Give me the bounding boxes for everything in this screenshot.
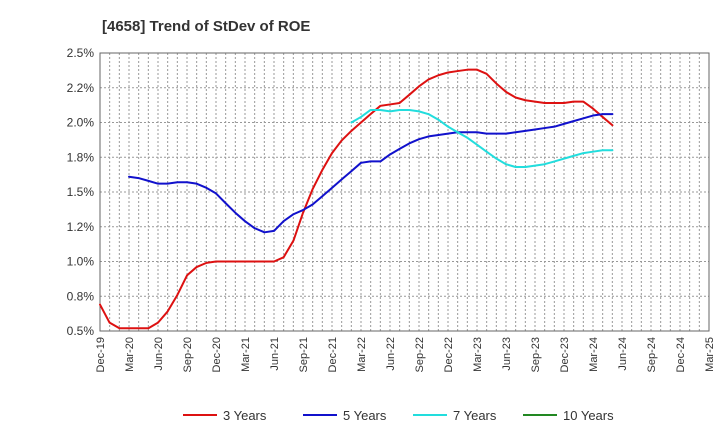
x-tick-label: Jun-22 [385,337,397,371]
x-tick-label: Sep-23 [530,337,542,372]
series-lines [99,68,614,330]
x-tick-label: Sep-21 [298,337,310,372]
x-tick-label: Jun-24 [617,337,629,371]
x-tick-label: Dec-21 [327,337,339,372]
y-tick-label: 1.5% [67,185,95,199]
x-tick-label: Dec-19 [95,337,107,372]
x-tick-label: Mar-22 [356,337,368,372]
x-tick-label: Mar-23 [472,337,484,372]
x-tick-label: Dec-24 [675,337,687,372]
x-tick-label: Sep-24 [646,337,658,372]
y-tick-label: 1.2% [67,220,95,234]
legend: 3 Years 5 Years 7 Years 10 Years [183,408,614,423]
legend-label: 7 Years [453,408,497,423]
y-axis-ticks: 0.5% 0.8% 1.0% 1.2% 1.5% 1.8% 2.0% 2.2% 2.5% [67,46,95,338]
y-tick-label: 2.0% [67,116,95,130]
x-tick-label: Dec-23 [559,337,571,372]
x-tick-label: Jun-23 [501,337,513,371]
y-tick-label: 2.2% [67,81,95,95]
x-tick-label: Mar-25 [704,337,716,372]
chart-title: [4658] Trend of StDev of ROE [102,18,310,35]
series-line-7-years [350,108,614,168]
legend-item-5-years: 5 Years [303,408,387,423]
series-line-5-years [128,113,614,234]
legend-item-3-years: 3 Years [183,408,267,423]
y-tick-label: 2.5% [67,46,95,60]
gridlines [100,53,709,331]
y-tick-label: 0.5% [67,324,95,338]
x-tick-label: Jun-21 [269,337,281,371]
legend-item-7-years: 7 Years [413,408,497,423]
x-tick-label: Sep-22 [414,337,426,372]
x-tick-label: Mar-21 [240,337,252,372]
series-line-3-years [99,68,614,330]
y-tick-label: 1.0% [67,255,95,269]
x-tick-label: Dec-20 [211,337,223,372]
x-tick-label: Jun-20 [153,337,165,371]
x-tick-label: Dec-22 [443,337,455,372]
legend-item-10-years: 10 Years [523,408,614,423]
legend-label: 3 Years [223,408,267,423]
legend-label: 10 Years [563,408,614,423]
legend-label: 5 Years [343,408,387,423]
plot-border [99,52,710,332]
x-tick-label: Sep-20 [182,337,194,372]
y-tick-label: 1.8% [67,150,95,164]
x-tick-label: Mar-20 [124,337,136,372]
x-tick-label: Mar-24 [588,337,600,372]
y-tick-label: 0.8% [67,289,95,303]
x-axis-ticks: Dec-19 Mar-20 Jun-20 Sep-20 Dec-20 Mar-21 Jun-… [95,337,716,372]
